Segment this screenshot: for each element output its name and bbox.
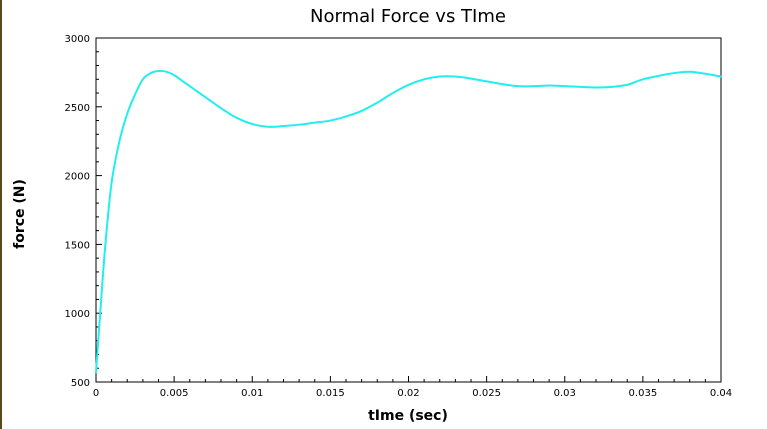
y-tick-label: 500 — [71, 378, 90, 389]
y-tick-label: 2000 — [65, 172, 90, 183]
y-tick-label: 1000 — [65, 309, 90, 320]
chart-title: Normal Force vs TIme — [310, 6, 506, 27]
x-tick-label: 0.005 — [160, 388, 189, 399]
y-axis-label: force (N) — [12, 179, 28, 249]
x-tick-label: 0.015 — [316, 388, 345, 399]
series-layer — [95, 69, 722, 374]
x-tick-label: 0 — [93, 388, 99, 399]
y-axis: 500 1000 1500 2000 2500 3000 — [65, 34, 102, 389]
x-tick-label: 0.025 — [472, 388, 501, 399]
x-tick-label: 0.04 — [710, 388, 732, 399]
x-tick-label: 0.035 — [629, 388, 658, 399]
x-tick-label: 0.03 — [554, 388, 576, 399]
x-axis: 0 0.005 0.01 0.015 0.02 0.025 0.03 0.035 0.04 — [93, 376, 732, 399]
plot-area — [95, 37, 722, 383]
y-tick-label: 1500 — [65, 240, 90, 251]
y-tick-label: 3000 — [65, 34, 90, 45]
x-axis-label: tIme (sec) — [368, 408, 448, 424]
force-series-line — [95, 69, 722, 374]
x-tick-label: 0.01 — [241, 388, 263, 399]
x-tick-label: 0.02 — [397, 388, 419, 399]
y-tick-label: 2500 — [65, 103, 90, 114]
window-left-edge — [0, 0, 2, 429]
